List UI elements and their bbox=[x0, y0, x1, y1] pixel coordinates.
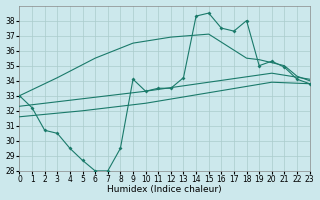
X-axis label: Humidex (Indice chaleur): Humidex (Indice chaleur) bbox=[107, 185, 222, 194]
